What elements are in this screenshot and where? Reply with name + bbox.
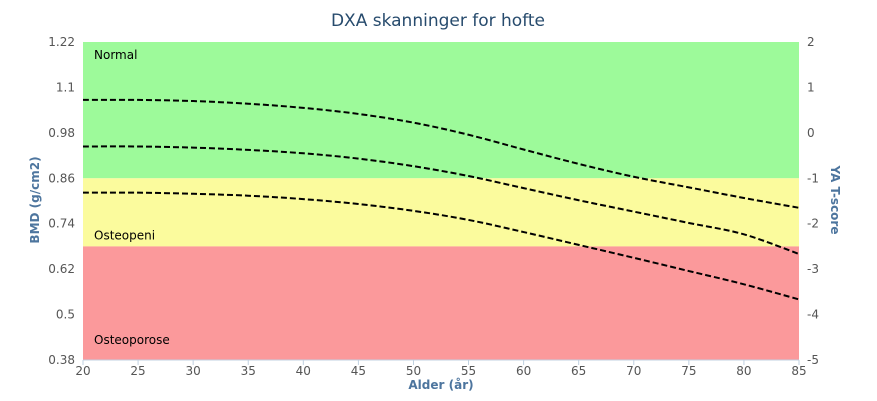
zone-band-osteoporose bbox=[83, 246, 799, 360]
y-tick-label: 0.62 bbox=[48, 262, 75, 276]
x-tick-label: 70 bbox=[626, 364, 641, 378]
zone-label-osteopeni: Osteopeni bbox=[94, 228, 155, 242]
y2-tick-label: 2 bbox=[807, 35, 815, 49]
x-tick-label: 80 bbox=[736, 364, 751, 378]
y2-tick-label: -5 bbox=[807, 353, 819, 367]
y-tick-label: 1.22 bbox=[48, 35, 75, 49]
x-tick-label: 30 bbox=[186, 364, 201, 378]
y2-tick-label: 1 bbox=[807, 80, 815, 94]
y-axis-title: BMD (g/cm2) bbox=[28, 156, 42, 243]
zone-label-normal: Normal bbox=[94, 48, 137, 62]
x-tick-label: 75 bbox=[681, 364, 696, 378]
zone-band-osteopeni bbox=[83, 178, 799, 247]
x-tick-label: 20 bbox=[75, 364, 90, 378]
zone-band-normal bbox=[83, 42, 799, 179]
y-tick-label: 0.98 bbox=[48, 126, 75, 140]
y2-tick-label: -2 bbox=[807, 217, 819, 231]
x-tick-label: 40 bbox=[296, 364, 311, 378]
y-tick-label: 0.86 bbox=[48, 171, 75, 185]
x-tick-label: 65 bbox=[571, 364, 586, 378]
series-layer bbox=[82, 98, 800, 301]
x-tick-label: 60 bbox=[516, 364, 531, 378]
y-tick-label: 0.74 bbox=[48, 217, 75, 231]
x-tick-label: 50 bbox=[406, 364, 421, 378]
zones-layer: Normal Osteopeni Osteoporose bbox=[83, 42, 799, 360]
y2-tick-label: 0 bbox=[807, 126, 815, 140]
x-tick-label: 35 bbox=[241, 364, 256, 378]
y2-tick-label: -4 bbox=[807, 308, 819, 322]
series-line-3 bbox=[82, 191, 800, 301]
zone-label-osteoporose: Osteoporose bbox=[94, 333, 170, 347]
x-axis-title: Alder (år) bbox=[408, 378, 473, 392]
y2-tick-label: -3 bbox=[807, 262, 819, 276]
y2-tick-label: -1 bbox=[807, 171, 819, 185]
x-tick-label: 45 bbox=[351, 364, 366, 378]
y-tick-label: 0.38 bbox=[48, 353, 75, 367]
x-tick-label: 55 bbox=[461, 364, 476, 378]
ticks-layer: 20 25 30 35 40 45 50 55 60 65 70 75 80 850.380.50.620… bbox=[48, 35, 819, 378]
chart-title: DXA skanninger for hofte bbox=[331, 11, 545, 31]
y-tick-label: 1.1 bbox=[56, 80, 75, 94]
y-tick-label: 0.5 bbox=[56, 308, 75, 322]
x-tick-label: 85 bbox=[791, 364, 806, 378]
x-tick-label: 25 bbox=[130, 364, 145, 378]
series-line-2 bbox=[82, 145, 800, 255]
y2-axis-title: YA T-score bbox=[828, 165, 842, 235]
